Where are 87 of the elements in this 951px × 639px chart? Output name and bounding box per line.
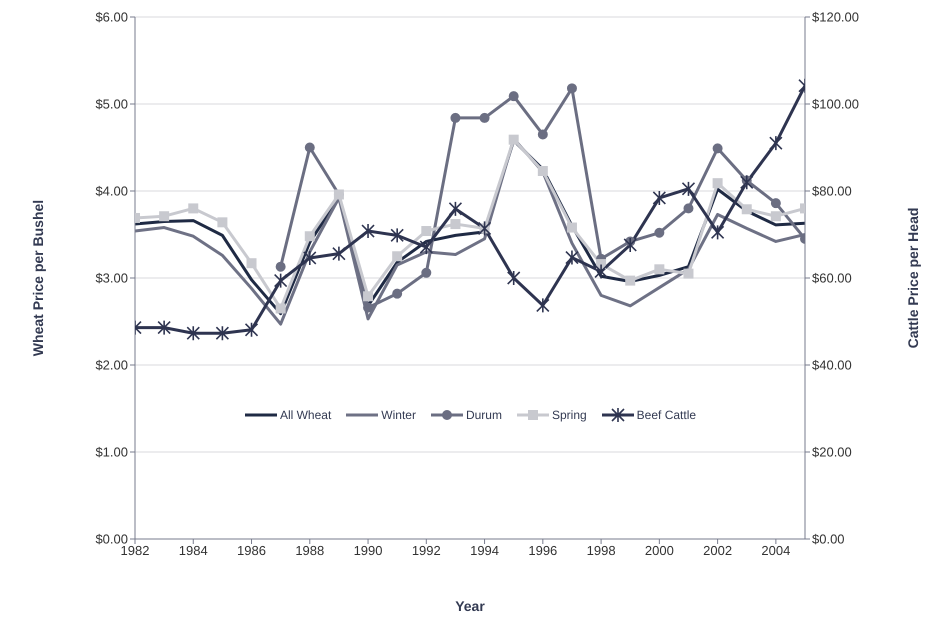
point xyxy=(565,250,579,266)
y2-tick-label: $0.00 xyxy=(812,532,845,547)
point xyxy=(506,270,520,286)
x-tick-label: 2004 xyxy=(761,543,790,558)
point xyxy=(246,258,257,268)
point xyxy=(623,237,638,253)
legend-label: Durum xyxy=(466,408,502,422)
point xyxy=(770,211,781,222)
point xyxy=(188,203,198,214)
legend-label: Winter xyxy=(381,408,416,422)
y2-tick-label: $100.00 xyxy=(812,96,859,112)
point xyxy=(538,129,548,140)
point xyxy=(478,220,492,236)
point xyxy=(508,91,519,102)
y2-tick-label: $60.00 xyxy=(812,270,852,286)
x-axis-title: Year xyxy=(455,598,486,614)
x-tick-label: 2002 xyxy=(703,543,732,558)
point xyxy=(740,174,754,190)
point xyxy=(274,272,288,288)
x-tick-label: 2000 xyxy=(644,543,674,558)
point xyxy=(363,302,374,313)
point xyxy=(392,288,402,299)
point xyxy=(742,204,752,214)
x-tick-label: 1996 xyxy=(528,543,558,558)
y-tick-label: $5.00 xyxy=(95,96,128,112)
x-tick-label: 1986 xyxy=(237,543,266,558)
point xyxy=(654,264,664,274)
y-tick-label: $4.00 xyxy=(95,184,128,199)
point xyxy=(304,231,315,242)
point xyxy=(480,112,490,123)
y2-tick-label: $40.00 xyxy=(812,358,852,373)
y-tick-label: $6.00 xyxy=(95,10,128,25)
point xyxy=(566,222,577,233)
point xyxy=(390,228,404,244)
point xyxy=(332,246,346,262)
point xyxy=(361,223,375,239)
y2-tick-label: $80.00 xyxy=(812,184,852,199)
point xyxy=(538,166,548,176)
point xyxy=(682,181,696,197)
point xyxy=(363,291,374,302)
point xyxy=(652,190,666,206)
x-tick-label: 1992 xyxy=(412,543,441,558)
x-tick-label: 1988 xyxy=(295,543,324,558)
point xyxy=(244,322,258,338)
point xyxy=(712,178,723,188)
point xyxy=(302,250,317,266)
x-tick-label: 1984 xyxy=(178,543,208,558)
y2-tick-label: $20.00 xyxy=(812,444,852,460)
point xyxy=(448,201,462,217)
y2-tick-label: $120.00 xyxy=(812,10,859,25)
point xyxy=(683,268,694,279)
point xyxy=(420,239,434,255)
point xyxy=(625,276,636,286)
point xyxy=(712,143,723,154)
y-tick-label: $2.00 xyxy=(95,358,128,373)
point xyxy=(159,211,170,222)
y-tick-label: $1.00 xyxy=(95,444,128,460)
point xyxy=(304,142,315,152)
point xyxy=(216,325,230,342)
point xyxy=(536,298,550,314)
point xyxy=(276,303,286,314)
x-tick-label: 1998 xyxy=(586,543,616,558)
point xyxy=(276,262,286,272)
x-tick-label: 1990 xyxy=(354,543,383,558)
point xyxy=(450,219,460,230)
point xyxy=(157,320,171,336)
point xyxy=(770,198,781,208)
point xyxy=(654,228,664,238)
point xyxy=(566,83,577,94)
point xyxy=(421,268,432,278)
point xyxy=(710,224,724,240)
y2-axis-title: Cattle Price per Head xyxy=(904,208,921,348)
x-tick-label: 1994 xyxy=(470,543,500,558)
y-tick-label: $3.00 xyxy=(95,270,128,286)
legend-label: All Wheat xyxy=(280,408,332,422)
y-axis-title: Wheat Price per Bushel xyxy=(30,200,46,356)
point xyxy=(683,203,694,214)
point xyxy=(508,134,519,145)
point xyxy=(217,217,228,228)
point xyxy=(769,135,783,151)
point xyxy=(421,226,432,236)
point xyxy=(392,251,402,262)
point xyxy=(450,112,460,123)
legend-label: Spring xyxy=(552,408,587,422)
point xyxy=(594,264,608,280)
point xyxy=(186,325,200,342)
legend-label: Beef Cattle xyxy=(636,408,696,422)
